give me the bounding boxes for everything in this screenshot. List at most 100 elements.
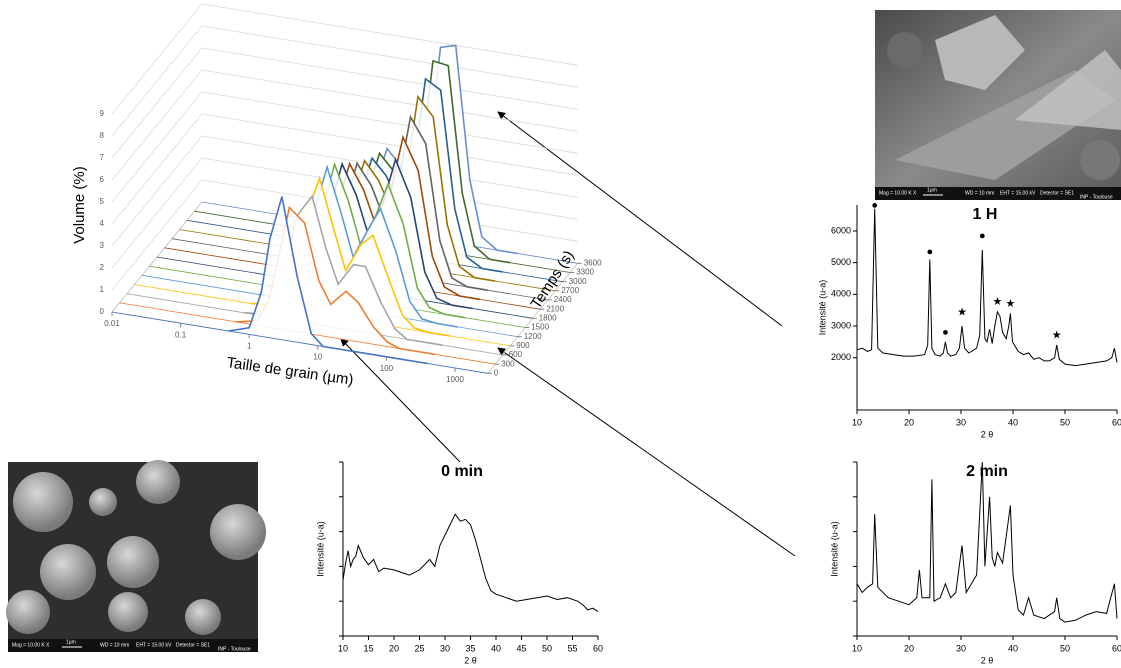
sem-detector: Detector = SE1: [176, 642, 210, 648]
y-tick-label: 4000: [831, 289, 851, 299]
y-tick-label: 8: [100, 131, 105, 140]
x-tick-label: 1: [247, 342, 252, 351]
y-tick-label: 9: [100, 109, 105, 118]
z-tick-label: 600: [509, 350, 523, 359]
x-tick-label: 25: [414, 643, 424, 653]
arrow: [340, 338, 461, 463]
peak-marker: ★: [992, 296, 1002, 308]
particle: [185, 599, 221, 635]
x-axis-label: Taille de grain (µm): [226, 354, 355, 389]
z-tick-label: 0: [494, 368, 499, 377]
sem-wd: WD = 10 mm: [100, 642, 129, 648]
x-axis-label: 2 θ: [464, 655, 477, 665]
sem-eht: EHT = 15.00 kV: [136, 642, 172, 648]
xrd-line: [856, 461, 1118, 623]
sem-lab: INP - Toulouse: [1080, 194, 1113, 200]
x-tick-label: 40: [1008, 643, 1018, 653]
z-tick-label: 1200: [524, 332, 542, 341]
y-tick-label: 2: [100, 263, 105, 272]
particle: [13, 472, 73, 532]
y-axis-label: Intensité (u-a): [315, 521, 325, 577]
particle: [40, 544, 96, 600]
sem-mag: Mag = 10.00 K X: [879, 190, 917, 196]
x-tick-label: 30: [440, 643, 450, 653]
chart-title: 0 min: [441, 463, 483, 480]
y-axis-label: Intensité (u-a): [817, 280, 827, 336]
x-tick-label: 40: [1008, 417, 1018, 427]
x-tick-label: 30: [956, 643, 966, 653]
arrow: [497, 347, 796, 557]
y-tick-label: 5000: [831, 257, 851, 267]
grid-line: [111, 3, 578, 115]
x-tick-label: 10: [852, 643, 862, 653]
x-tick-label: 20: [904, 417, 914, 427]
x-tick-label: 55: [567, 643, 577, 653]
y-tick-label: 7: [100, 153, 105, 162]
sem-eht: EHT = 15.00 kV: [1000, 190, 1036, 196]
particle: [210, 504, 266, 560]
x-tick-label: 50: [542, 643, 552, 653]
y-tick-label: 1: [100, 285, 105, 294]
peak-marker: ●: [926, 246, 933, 258]
peak-marker: ●: [871, 200, 878, 212]
sem-wd: WD = 10 mm: [965, 190, 994, 196]
y-tick-label: 3: [100, 241, 105, 250]
y-axis-label: Volume (%): [71, 166, 88, 244]
sem-scale: 1µm: [66, 639, 76, 645]
particle: [108, 592, 148, 632]
x-axis-label: 2 θ: [981, 655, 994, 665]
particle: [6, 590, 50, 634]
info-bar: [8, 639, 258, 652]
xrd-line: [342, 513, 599, 613]
xrd-line: [856, 208, 1118, 367]
y-tick-label: 4: [100, 219, 105, 228]
x-tick-label: 60: [1112, 417, 1121, 427]
x-tick-label: 1000: [446, 375, 464, 384]
y-tick-label: 2000: [831, 352, 851, 362]
x-tick-label: 30: [956, 417, 966, 427]
particle: [1080, 140, 1120, 180]
z-tick-label: 2100: [546, 304, 564, 313]
chart-title: 2 min: [966, 463, 1008, 480]
y-tick-label: 5: [100, 197, 105, 206]
particle: [887, 32, 923, 68]
x-tick-label: 45: [516, 643, 526, 653]
x-axis-label: 2 θ: [981, 429, 994, 439]
x-tick-label: 0.01: [104, 319, 120, 328]
x-tick-label: 50: [1060, 643, 1070, 653]
x-tick-label: 35: [465, 643, 475, 653]
info-bar: [875, 187, 1121, 200]
sem-lab: INP - Toulouse: [218, 646, 251, 652]
z-tick-label: 1800: [539, 313, 557, 322]
sem-image-bottom: Mag = 10.00 K X 1µm WD = 10 mm EHT = 15.…: [6, 460, 266, 652]
y-tick-label: 6000: [831, 225, 851, 235]
sem-scale: 1µm: [927, 187, 937, 193]
x-tick-label: 10: [852, 417, 862, 427]
peak-marker: ●: [942, 326, 949, 338]
y-axis-label: Intensité (u-a): [829, 521, 839, 577]
z-tick-label: 1500: [531, 323, 549, 332]
x-tick-label: 20: [389, 643, 399, 653]
x-tick-label: 20: [904, 643, 914, 653]
x-tick-label: 60: [1112, 643, 1121, 653]
sem-image-top: Mag = 10.00 K X 1µm WD = 10 mm EHT = 15.…: [875, 10, 1121, 200]
y-tick-label: 0: [100, 307, 105, 316]
peak-marker: ●: [979, 230, 986, 242]
y-tick-label: 6: [100, 175, 105, 184]
crystal: [1015, 50, 1121, 130]
particle: [89, 488, 117, 516]
z-tick-label: 3300: [576, 268, 594, 277]
x-tick-label: 10: [313, 353, 322, 362]
x-tick-label: 10: [338, 643, 348, 653]
y-tick-label: 3000: [831, 320, 851, 330]
size-distribution-line: [228, 196, 428, 365]
x-tick-label: 60: [593, 643, 603, 653]
peak-marker: ★: [1005, 298, 1015, 310]
x-tick-label: 40: [491, 643, 501, 653]
z-tick-label: 900: [516, 341, 530, 350]
sem-detector: Detector = SE1: [1040, 190, 1074, 196]
x-tick-label: 100: [380, 364, 394, 373]
crystal: [935, 15, 1025, 90]
